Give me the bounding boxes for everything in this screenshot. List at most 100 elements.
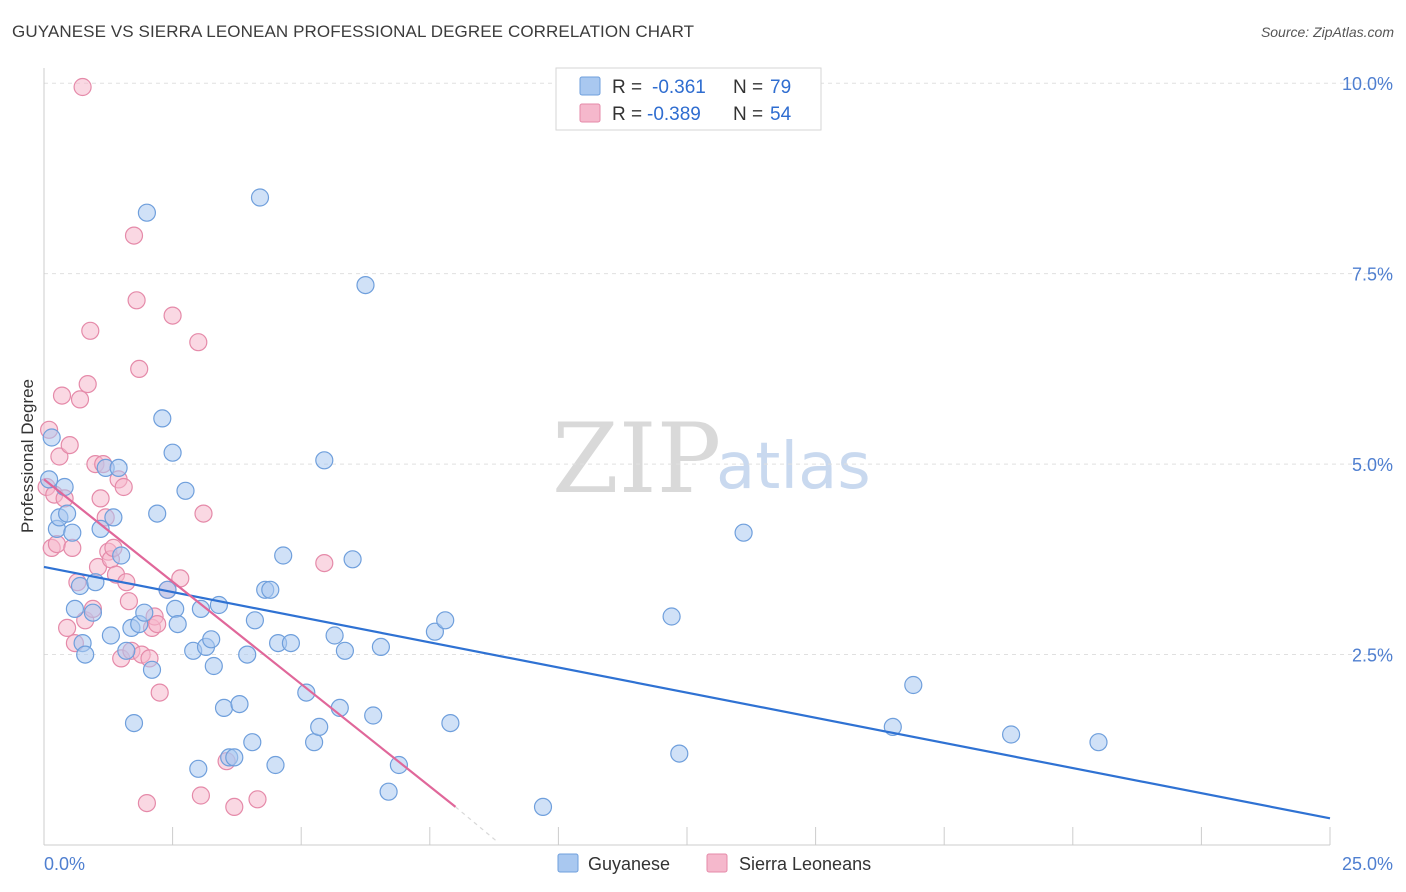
sierra-leonean-point [73,77,92,97]
sierra-leonean-point [163,306,182,325]
y-tick-label-1: 5.0% [1352,455,1393,475]
guyanese-point [425,622,444,641]
sierra-leonean-point [50,447,69,466]
legend-n-value-1: 79 [770,77,791,98]
guyanese-point [245,611,264,630]
guyanese-point [76,645,95,664]
x-tick-labels: 0.0% 25.0% [44,854,1393,874]
axes [43,68,1331,846]
sierra-leonean-point [60,436,79,455]
guyanese-point [124,713,144,733]
sierra-leonean-point [189,333,208,352]
guyanese-point [101,626,121,645]
guyanese-point [662,607,681,626]
sierra-leonean-point [81,321,100,340]
watermark-zip: ZIP [552,403,721,515]
guyanese-point [55,477,74,497]
legend-n-value-2: 54 [770,104,792,125]
watermark: ZIP atlas [552,403,871,515]
guyanese-point [1001,725,1021,744]
bottom-legend-swatch-guyanese [557,853,579,873]
guyanese-point [109,458,128,477]
sierra-leonean-point [315,553,334,573]
guyanese-point [904,675,923,695]
legend-r-value-1: -0.361 [652,77,706,98]
guyanese-point [281,633,300,653]
gridlines [44,82,1394,656]
guyanese-point [104,508,123,527]
guyanese-point [191,599,210,619]
guyanese-point [315,451,334,470]
watermark-atlas: atlas [716,430,871,504]
guyanese-point [441,713,460,733]
guyanese-point [297,683,316,702]
sierra-leonean-point [57,618,77,638]
bottom-legend-label-sierra-leonean: Sierra Leoneans [739,854,871,874]
guyanese-trend-line [43,565,1331,820]
guyanese-point [230,694,249,714]
sierra-leonean-point [194,504,213,523]
legend-swatch-guyanese [579,76,601,96]
sierra-leonean-point [191,786,210,805]
sierra-leonean-point [47,534,67,554]
guyanese-point [57,504,77,523]
guyanese-point [168,614,187,634]
sierra-leonean-point [130,359,149,378]
sierra-leonean-trend-line [43,478,457,808]
guyanese-point [148,504,167,523]
bottom-legend-swatch-sierra-leonean [706,853,728,873]
sierra-leonean-points [37,77,334,817]
guyanese-point [325,626,344,645]
guyanese-point [734,523,753,542]
chart-title: GUYANESE VS SIERRA LEONEAN PROFESSIONAL … [12,22,695,41]
sierra-leonean-point [63,538,82,558]
guyanese-point [436,611,455,630]
guyanese-point [250,188,270,207]
guyanese-point [305,733,324,752]
guyanese-point [266,755,285,775]
sierra-leonean-point [248,790,267,809]
guyanese-point [533,797,553,817]
guyanese-point [42,428,61,447]
guyanese-point [274,546,293,565]
guyanese-point [163,443,182,462]
legend-r-label-2: R = [612,104,642,125]
x-tick-label-min: 0.0% [44,854,85,874]
bottom-legend-label-guyanese: Guyanese [588,854,670,874]
guyanese-point [379,782,398,801]
sierra-leonean-point [114,477,133,497]
guyanese-point [371,637,390,657]
guyanese-point [356,276,375,295]
sierra-leonean-point [148,614,167,634]
guyanese-points [39,188,1108,817]
sierra-leonean-point [127,291,146,310]
guyanese-point [335,641,354,660]
guyanese-point [189,759,208,778]
series-legend: Guyanese Sierra Leoneans [557,853,871,874]
guyanese-point [670,744,689,763]
guyanese-point [83,603,103,622]
y-tick-labels: 2.5% 5.0% 7.5% 10.0% [1342,74,1393,665]
guyanese-point [214,698,234,718]
trend-lines [43,478,1331,842]
legend-r-value-2: -0.389 [647,104,701,125]
guyanese-point [112,546,131,565]
guyanese-point [135,603,154,622]
legend-n-label-2: N = [733,104,763,125]
guyanese-point [202,630,221,649]
guyanese-point [153,409,172,428]
sierra-leonean-point [150,683,169,702]
guyanese-point [70,576,90,596]
guyanese-point [63,523,82,542]
legend-swatch-sierra-leonean [579,103,601,123]
y-tick-label-3: 10.0% [1342,74,1393,94]
guyanese-point [65,599,85,619]
guyanese-point [261,580,280,599]
sierra-leonean-point [70,390,90,409]
guyanese-point [204,656,223,676]
y-tick-label-2: 7.5% [1352,265,1393,285]
sierra-leonean-point [225,797,244,817]
stats-legend: R = -0.361 N = 79 R = -0.389 N = 54 [555,67,822,131]
source-credit: Source: ZipAtlas.com [1260,24,1394,40]
